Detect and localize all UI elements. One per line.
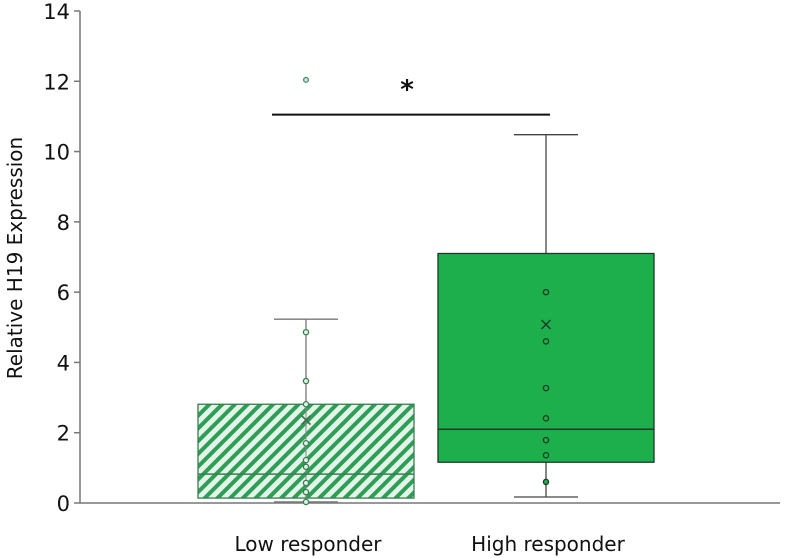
data-point xyxy=(302,479,310,487)
data-point xyxy=(542,384,550,392)
outlier-point xyxy=(303,76,310,83)
y-tick-label: 12 xyxy=(43,70,70,94)
boxes: Low responder High responder xyxy=(197,76,655,556)
data-point xyxy=(302,463,310,471)
data-point xyxy=(302,440,310,447)
data-point xyxy=(302,456,310,464)
box-group: Low responder xyxy=(197,76,415,556)
data-point xyxy=(302,498,310,506)
significance-star: * xyxy=(400,75,414,105)
data-point xyxy=(302,400,310,408)
y-tick-label: 4 xyxy=(57,351,70,375)
axes: 0 2 4 6 8 10 12 14 xyxy=(43,0,780,516)
data-point xyxy=(542,478,550,486)
mean-marker xyxy=(300,415,312,426)
data-point xyxy=(302,328,310,336)
annotations: * xyxy=(272,75,550,116)
y-tick-label: 2 xyxy=(57,422,70,446)
category-label: Low responder xyxy=(234,532,382,556)
box xyxy=(437,252,655,463)
data-point xyxy=(542,415,550,422)
y-axis-label: Relative H19 Expression xyxy=(3,137,27,379)
box-group: High responder xyxy=(437,134,655,556)
data-point xyxy=(542,436,550,444)
y-tick-label: 14 xyxy=(43,0,70,24)
y-tick-label: 8 xyxy=(57,211,70,235)
category-label: High responder xyxy=(471,532,625,556)
y-tick-label: 0 xyxy=(57,492,70,516)
data-point xyxy=(542,451,550,459)
data-point xyxy=(302,488,310,496)
data-point xyxy=(542,338,550,345)
data-point xyxy=(542,288,550,296)
y-tick-label: 6 xyxy=(57,281,70,305)
mean-marker xyxy=(540,319,552,330)
y-tick-label: 10 xyxy=(43,141,70,165)
data-point xyxy=(302,377,310,385)
